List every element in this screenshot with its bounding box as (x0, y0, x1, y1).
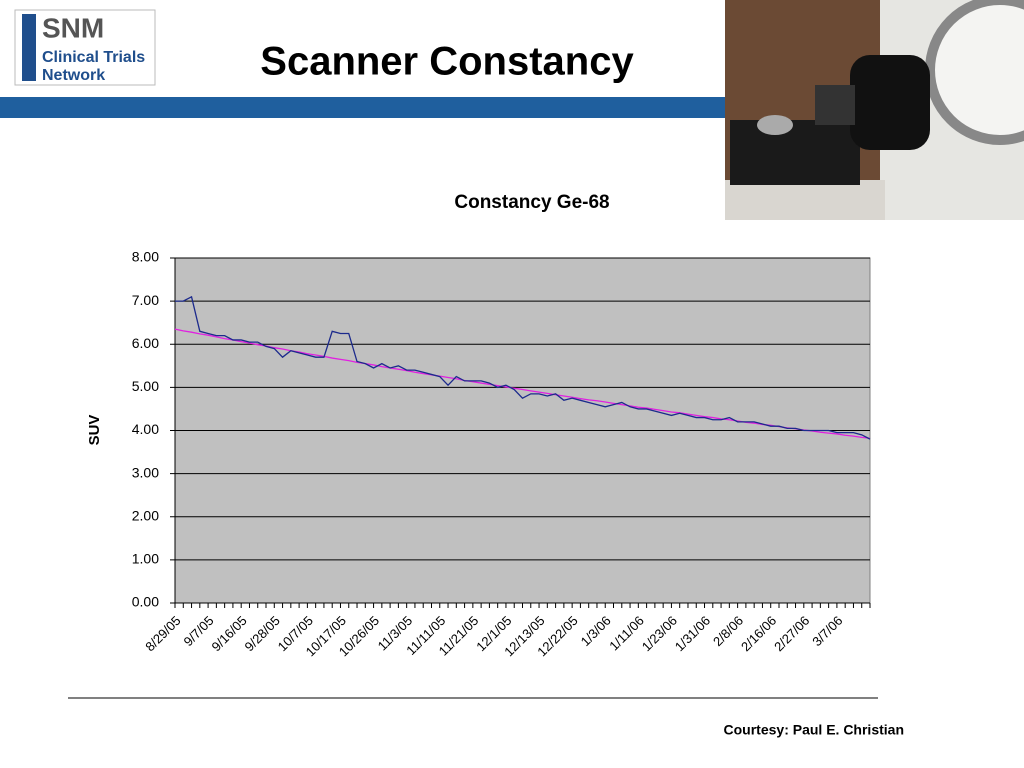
y-tick-label: 7.00 (132, 292, 159, 308)
header-bar (0, 97, 725, 118)
photo-cylinder (850, 55, 930, 150)
y-tick-label: 5.00 (132, 378, 159, 394)
photo-bore (925, 0, 1024, 145)
photo (725, 0, 1024, 220)
logo-text: SNM (42, 12, 104, 43)
y-tick-label: 0.00 (132, 594, 159, 610)
y-axis-label: SUV (86, 415, 103, 446)
y-tick-label: 4.00 (132, 421, 159, 437)
y-tick-label: 2.00 (132, 507, 159, 523)
photo-holder (730, 120, 860, 185)
y-tick-label: 3.00 (132, 464, 159, 480)
logo-frame (14, 9, 156, 86)
y-tick-label: 8.00 (132, 249, 159, 265)
slide-title: Scanner Constancy (260, 40, 634, 84)
logo-bar (22, 14, 36, 81)
photo-mount (815, 85, 855, 125)
photo-table (725, 180, 885, 220)
logo-text: Clinical Trials (42, 49, 145, 66)
credit: Courtesy: Paul E. Christian (724, 722, 904, 738)
photo-knob (757, 115, 793, 135)
y-tick-label: 1.00 (132, 551, 159, 567)
logo-text: Network (42, 67, 105, 84)
chart-title: Constancy Ge-68 (454, 192, 609, 213)
y-tick-label: 6.00 (132, 335, 159, 351)
data-line (175, 295, 871, 440)
logo: SNM Clinical Trials Network (14, 9, 156, 86)
